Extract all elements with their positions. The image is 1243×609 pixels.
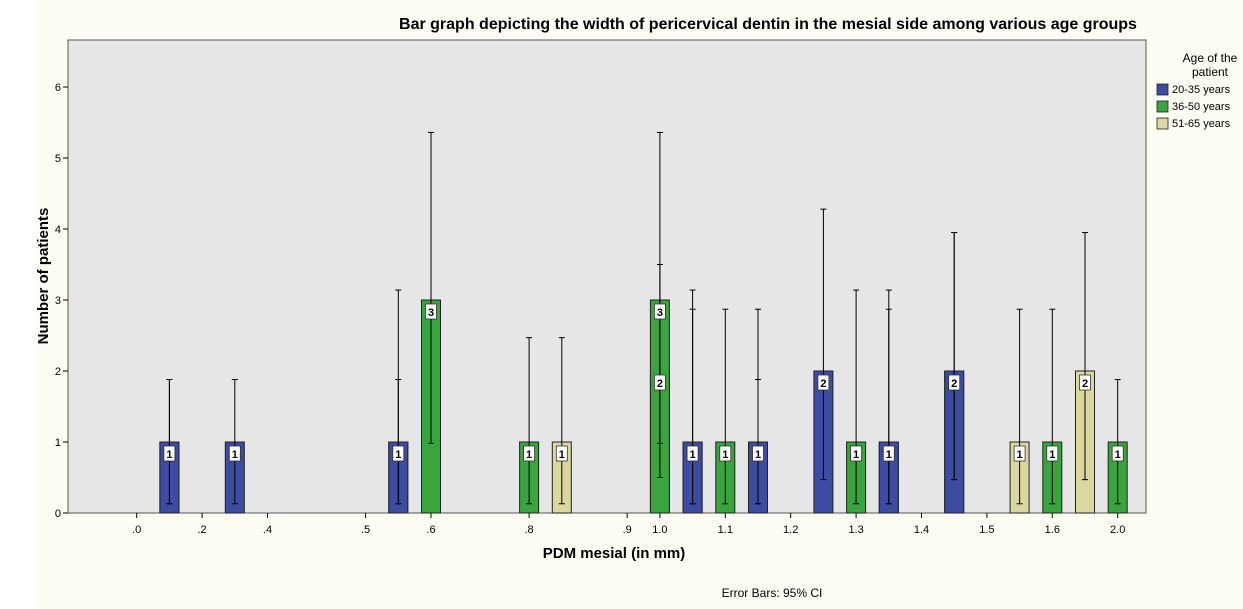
- bar-value-label: 1: [1049, 449, 1055, 461]
- legend: Age of the patient 20-35 years 36-50 year…: [1156, 51, 1238, 130]
- x-tick-label: 1.0: [652, 524, 667, 536]
- bar-label-box: [392, 445, 405, 462]
- bar-labels: 1111131123111112111221121: [163, 303, 1124, 462]
- y-tick-label: 1: [55, 437, 61, 449]
- bar-label-box: [654, 303, 666, 320]
- legend-label: 36-50 years: [1172, 101, 1231, 113]
- chart-title: Bar graph depicting the width of pericer…: [399, 16, 1137, 33]
- x-tick-label: 1.3: [848, 524, 863, 536]
- bar-value-label: 1: [690, 449, 696, 461]
- bar-label-box: [654, 374, 666, 391]
- error-bars: [166, 131, 1121, 505]
- x-tick-label: .6: [426, 524, 435, 536]
- bar-label-box: [1046, 445, 1059, 462]
- bar-label-box: [163, 445, 176, 462]
- y-tick-label: 4: [55, 224, 61, 236]
- bar-value-label: 1: [1017, 449, 1023, 461]
- x-axis: .0 .2 .4 .5 .6 .8 .9 1.0 1.1 1.2 1.3 1.4 1.5 1.6 2.0: [132, 513, 1125, 536]
- bar-label-box: [686, 445, 699, 462]
- bar-value-label: 1: [755, 449, 761, 461]
- bar-value-label: 1: [853, 449, 859, 461]
- y-tick-label: 0: [55, 508, 61, 520]
- x-tick-label: .0: [132, 524, 141, 536]
- legend-label: 20-35 years: [1172, 84, 1231, 96]
- y-tick-label: 5: [55, 153, 61, 165]
- x-axis-title: PDM mesial (in mm): [543, 545, 686, 562]
- x-tick-label: 2.0: [1110, 524, 1125, 536]
- bar-value-label: 1: [526, 449, 532, 461]
- legend-swatch: [1156, 100, 1169, 113]
- bar-label-box: [752, 445, 764, 462]
- bar-label-box: [523, 445, 535, 462]
- legend-swatch: [1156, 83, 1169, 96]
- error-bars-note: Error Bars: 95% CI: [722, 586, 823, 600]
- x-tick-label: 1.5: [979, 524, 994, 536]
- y-axis: 0 1 2 3 4 5 6: [55, 82, 68, 520]
- bar-value-label: 2: [1082, 378, 1088, 390]
- bar-value-label: 1: [395, 449, 401, 461]
- bar-value-label: 3: [657, 307, 663, 319]
- x-tick-label: 1.2: [783, 524, 798, 536]
- bar-value-label: 2: [951, 378, 957, 390]
- legend-title-line-1: Age of the: [1183, 51, 1238, 65]
- x-tick-label: 1.1: [718, 524, 733, 536]
- bar-label-box: [882, 445, 895, 462]
- y-tick-label: 6: [55, 82, 61, 94]
- bar-label-box: [425, 303, 437, 320]
- bar-label-box: [817, 374, 830, 391]
- y-tick-label: 2: [55, 366, 61, 378]
- x-tick-label: .8: [525, 524, 534, 536]
- bar-value-label: 2: [820, 378, 826, 390]
- x-tick-label: .4: [263, 524, 272, 536]
- x-tick-label: .9: [623, 524, 632, 536]
- plot-area: [67, 39, 1147, 514]
- x-tick-label: .5: [361, 524, 370, 536]
- bar-value-label: 3: [428, 307, 434, 319]
- y-tick-label: 3: [55, 295, 61, 307]
- bar-label-box: [1013, 445, 1026, 462]
- bar-value-label: 1: [1115, 449, 1121, 461]
- bar-value-label: 1: [886, 449, 892, 461]
- x-tick-label: 1.4: [914, 524, 929, 536]
- x-tick-label: .2: [198, 524, 207, 536]
- bar-label-box: [719, 445, 732, 462]
- legend-items: 20-35 years 36-50 years 51-65 years: [1156, 83, 1231, 130]
- bar-value-label: 1: [559, 449, 565, 461]
- legend-title-line-2: patient: [1192, 65, 1229, 79]
- legend-label: 51-65 years: [1172, 118, 1231, 130]
- y-axis-title: Number of patients: [35, 208, 52, 345]
- bar-value-label: 1: [232, 449, 238, 461]
- bar-value-label: 2: [657, 378, 663, 390]
- bar-label-box: [555, 445, 568, 462]
- bar-label-box: [850, 445, 862, 462]
- bar-value-label: 1: [166, 449, 172, 461]
- bar-label-box: [948, 374, 961, 391]
- bar-label-box: [1079, 374, 1091, 391]
- bar-label-box: [228, 445, 241, 462]
- bar-value-label: 1: [722, 449, 728, 461]
- x-tick-label: 1.6: [1045, 524, 1060, 536]
- bar-label-box: [1111, 445, 1124, 462]
- legend-swatch: [1156, 117, 1169, 130]
